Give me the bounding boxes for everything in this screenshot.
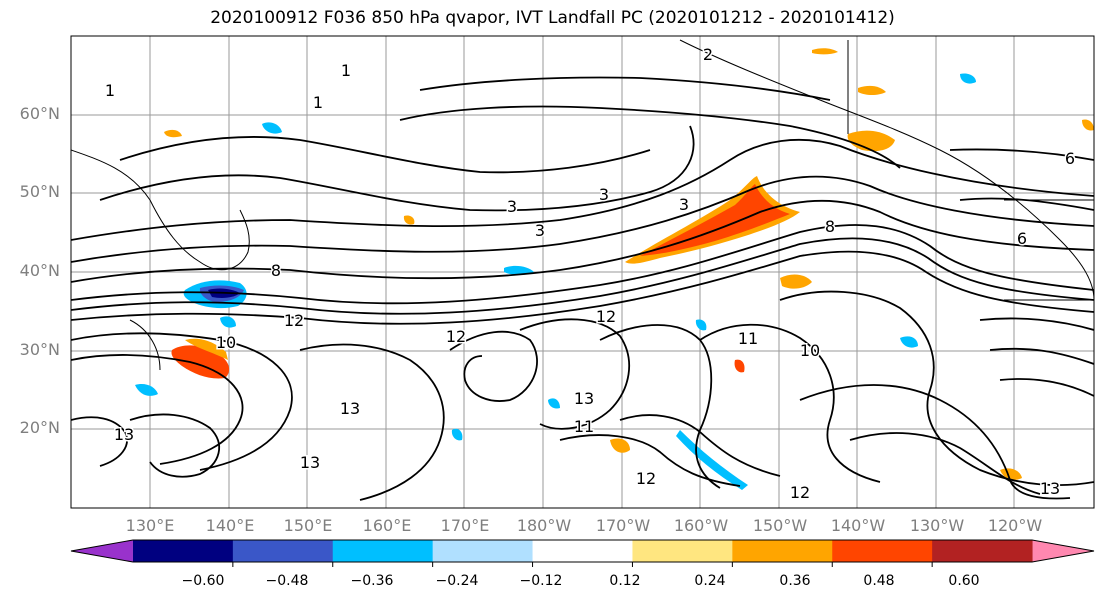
lon-label-120w: 120°W	[987, 516, 1043, 535]
colorbar-segment	[532, 540, 633, 562]
negative-anomaly-hawaii	[676, 430, 748, 490]
lon-label-160e: 160°E	[362, 516, 412, 535]
contour-label: 13	[300, 453, 320, 472]
contour-label: 1	[341, 61, 351, 80]
colorbar-segment	[832, 540, 933, 562]
contour-label: 3	[535, 221, 545, 240]
contour-label: 6	[1017, 229, 1027, 248]
colorbar-tick-label: −0.36	[350, 573, 394, 589]
lon-label-160w: 160°W	[673, 516, 729, 535]
contour-label: 8	[271, 261, 281, 280]
lat-label-30n: 30°N	[19, 340, 60, 359]
lon-label-150e: 150°E	[283, 516, 333, 535]
contour-label: 10	[216, 333, 236, 352]
map-frame	[70, 35, 1095, 509]
contour-label: 12	[636, 469, 656, 488]
positive-anomaly-core	[640, 184, 790, 256]
contour-label: 3	[507, 197, 517, 216]
colorbar-segment	[332, 540, 434, 562]
colorbar-left-extend	[71, 540, 133, 562]
lat-label-60n: 60°N	[19, 104, 60, 123]
colorbar-segment	[932, 540, 1033, 562]
contour-label: 1	[313, 93, 323, 112]
contour-label: 13	[340, 399, 360, 418]
colorbar-tick-label: 0.24	[694, 573, 726, 589]
colorbar-segment	[632, 540, 733, 562]
colorbar-segment	[132, 540, 234, 562]
lon-label-130e: 130°E	[125, 516, 175, 535]
colorbar-segment	[232, 540, 334, 562]
lon-label-170w: 170°W	[595, 516, 651, 535]
contour-label: 3	[599, 185, 609, 204]
lon-label-150w: 150°W	[752, 516, 808, 535]
colorbar-outline	[70, 539, 1095, 563]
contour-label: 11	[738, 329, 758, 348]
colorbar-tick-label: 0.60	[948, 573, 980, 589]
contour-label: 3	[679, 195, 689, 214]
colorbar	[70, 539, 1095, 567]
lat-label-20n: 20°N	[19, 418, 60, 437]
contour-label: 13	[574, 389, 594, 408]
coastlines	[71, 39, 1094, 371]
contour-label: 12	[284, 311, 304, 330]
lon-label-180w: 180°W	[516, 516, 572, 535]
contour-label: 12	[790, 483, 810, 502]
lat-label-50n: 50°N	[19, 182, 60, 201]
contour-label: 12	[596, 307, 616, 326]
colorbar-tick-label: 0.12	[609, 573, 641, 589]
contour-label: 2	[703, 45, 713, 64]
lon-label-170e: 170°E	[440, 516, 490, 535]
colorbar-tick-label: −0.12	[519, 573, 563, 589]
contour-label: 13	[1040, 479, 1060, 498]
ivt-contours	[71, 76, 1094, 501]
contour-label: 10	[800, 341, 820, 360]
contour-label: 12	[446, 327, 466, 346]
colorbar-segment	[732, 540, 833, 562]
colorbar-tick-label: 0.48	[863, 573, 895, 589]
colorbar-segment	[432, 540, 534, 562]
contour-label: 8	[825, 217, 835, 236]
lat-label-40n: 40°N	[19, 261, 60, 280]
colorbar-tick-label: −0.24	[435, 573, 479, 589]
colorbar-tick-label: −0.48	[265, 573, 309, 589]
colorbar-tick-label: −0.60	[181, 573, 225, 589]
colorbar-right-extend	[1032, 540, 1094, 562]
anomaly-fills	[135, 48, 1094, 490]
lon-label-140e: 140°E	[205, 516, 255, 535]
contour-label: 13	[114, 425, 134, 444]
lon-label-140w: 140°W	[830, 516, 886, 535]
colorbar-tick-label: 0.36	[779, 573, 811, 589]
chart-title: 2020100912 F036 850 hPa qvapor, IVT Land…	[210, 8, 895, 28]
lon-label-130w: 130°W	[909, 516, 965, 535]
contour-label: 11	[574, 417, 594, 436]
contour-label: 6	[1065, 149, 1075, 168]
contour-label: 1	[105, 81, 115, 100]
